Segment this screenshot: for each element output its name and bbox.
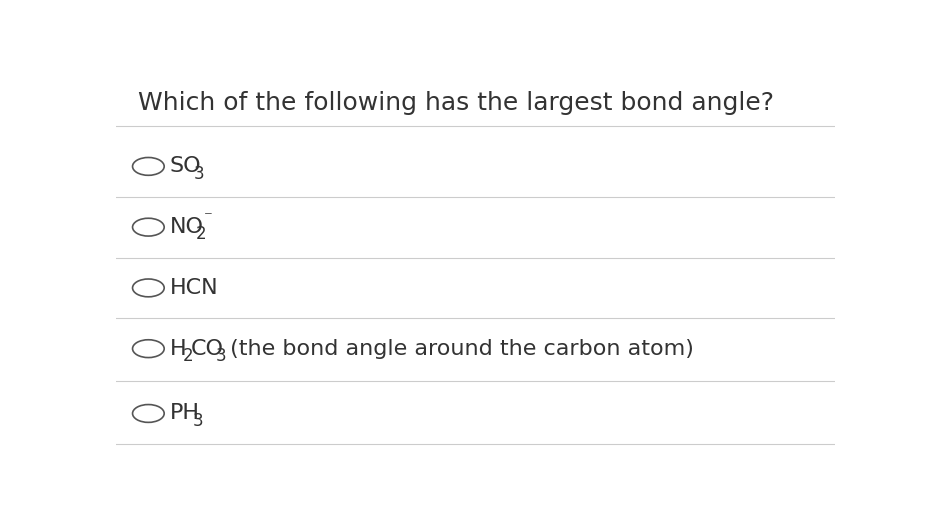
- Text: (the bond angle around the carbon atom): (the bond angle around the carbon atom): [223, 339, 693, 359]
- Text: 2: 2: [183, 347, 193, 365]
- Text: NO: NO: [170, 217, 204, 237]
- Text: ⁻: ⁻: [203, 208, 212, 226]
- Text: PH: PH: [170, 403, 199, 423]
- Text: H: H: [170, 339, 186, 359]
- Text: Which of the following has the largest bond angle?: Which of the following has the largest b…: [137, 92, 773, 116]
- Text: SO: SO: [170, 156, 201, 176]
- Text: 3: 3: [215, 347, 225, 365]
- Text: 3: 3: [192, 412, 203, 430]
- Text: CO: CO: [190, 339, 223, 359]
- Text: 2: 2: [196, 226, 206, 244]
- Text: 3: 3: [194, 165, 204, 183]
- Text: HCN: HCN: [170, 278, 219, 298]
